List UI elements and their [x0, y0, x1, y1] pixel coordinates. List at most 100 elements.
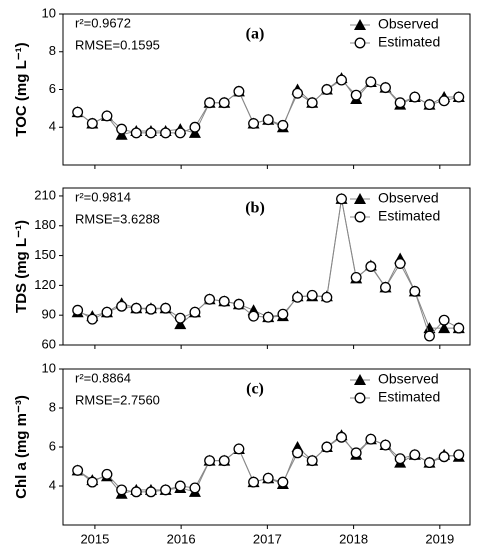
data-point — [130, 486, 142, 498]
data-point — [277, 476, 289, 488]
data-point — [380, 439, 391, 451]
data-point — [277, 308, 289, 320]
panel-label: (b) — [245, 200, 265, 217]
data-point — [204, 455, 216, 467]
data-point — [86, 313, 98, 325]
data-point — [72, 304, 84, 316]
data-point — [365, 433, 377, 445]
data-point — [116, 123, 128, 135]
data-point — [101, 110, 113, 122]
data-point — [292, 447, 303, 459]
legend-marker — [354, 211, 366, 223]
data-point — [438, 322, 451, 334]
data-point — [306, 97, 318, 109]
data-point — [248, 476, 260, 488]
legend-label: Estimated — [378, 389, 440, 405]
data-point — [262, 311, 274, 323]
data-point — [145, 303, 157, 315]
data-point — [160, 484, 172, 496]
data-point — [380, 82, 391, 94]
data-point — [453, 322, 465, 334]
y-tick-label: 8 — [49, 43, 56, 58]
y-tick-label: 90 — [42, 307, 56, 322]
data-point — [233, 298, 245, 310]
data-point — [438, 314, 450, 326]
y-tick-label: 10 — [42, 5, 56, 20]
data-point — [72, 464, 84, 476]
x-tick-label: 2015 — [80, 531, 109, 546]
data-point — [130, 302, 142, 314]
data-point — [350, 89, 362, 101]
y-tick-label: 8 — [49, 399, 56, 414]
y-tick-label: 60 — [42, 336, 56, 351]
data-point — [409, 91, 421, 103]
x-tick-label: 2017 — [253, 531, 282, 546]
data-point — [424, 330, 435, 342]
data-point — [86, 476, 98, 488]
data-point — [453, 449, 465, 461]
annotation: RMSE=0.1595 — [75, 37, 160, 52]
data-point — [321, 84, 333, 95]
data-point — [233, 443, 245, 455]
data-point — [189, 482, 201, 494]
data-point — [424, 457, 435, 469]
data-point — [233, 85, 245, 97]
annotation: r²=0.8864 — [75, 370, 131, 385]
y-tick-label: 120 — [34, 277, 56, 292]
panel-label: (c) — [246, 381, 264, 398]
legend-label: Estimated — [378, 34, 440, 50]
data-point — [336, 431, 347, 443]
data-point — [292, 291, 303, 303]
data-point — [336, 74, 347, 86]
legend-label: Observed — [378, 371, 439, 387]
y-axis-label: Chl a (mg m⁻³) — [13, 395, 30, 499]
x-tick-label: 2018 — [339, 531, 368, 546]
legend-label: Observed — [378, 190, 439, 206]
annotation: r²=0.9672 — [75, 15, 131, 30]
data-point — [365, 261, 377, 272]
data-point — [189, 306, 201, 318]
data-point — [424, 99, 435, 111]
data-point — [277, 119, 289, 131]
data-point — [438, 95, 450, 107]
data-point — [306, 455, 318, 467]
data-point — [321, 291, 333, 303]
y-tick-label: 210 — [34, 187, 56, 202]
legend-label: Estimated — [378, 208, 440, 224]
data-point — [394, 453, 406, 465]
y-tick-label: 180 — [34, 217, 56, 232]
data-point — [116, 300, 128, 312]
legend-label: Observed — [378, 16, 439, 32]
data-point — [145, 486, 157, 498]
data-point — [336, 193, 347, 205]
data-point — [160, 127, 172, 139]
data-point — [101, 468, 113, 480]
y-tick-label: 10 — [42, 360, 56, 375]
annotation: RMSE=2.7560 — [75, 392, 160, 407]
data-point — [262, 114, 274, 126]
y-tick-label: 150 — [34, 247, 56, 262]
data-point — [423, 322, 436, 334]
panel-label: (a) — [246, 26, 265, 43]
data-point — [174, 480, 186, 492]
data-point — [409, 449, 421, 461]
data-point — [72, 106, 84, 118]
legend-marker — [354, 193, 366, 204]
legend-marker — [354, 374, 366, 385]
y-tick-label: 6 — [49, 438, 56, 453]
legend-marker — [354, 392, 366, 404]
y-tick-label: 6 — [49, 81, 56, 96]
y-axis-label: TDS (mg L⁻¹) — [13, 220, 30, 313]
data-point — [380, 281, 391, 293]
x-tick-label: 2019 — [425, 531, 454, 546]
data-point — [394, 97, 406, 109]
data-point — [86, 118, 98, 129]
x-tick-label: 2016 — [167, 531, 196, 546]
data-point — [394, 258, 406, 269]
data-point — [116, 484, 128, 496]
data-point — [350, 447, 362, 459]
data-point — [145, 127, 157, 139]
data-point — [248, 118, 260, 129]
y-tick-label: 4 — [49, 477, 56, 492]
